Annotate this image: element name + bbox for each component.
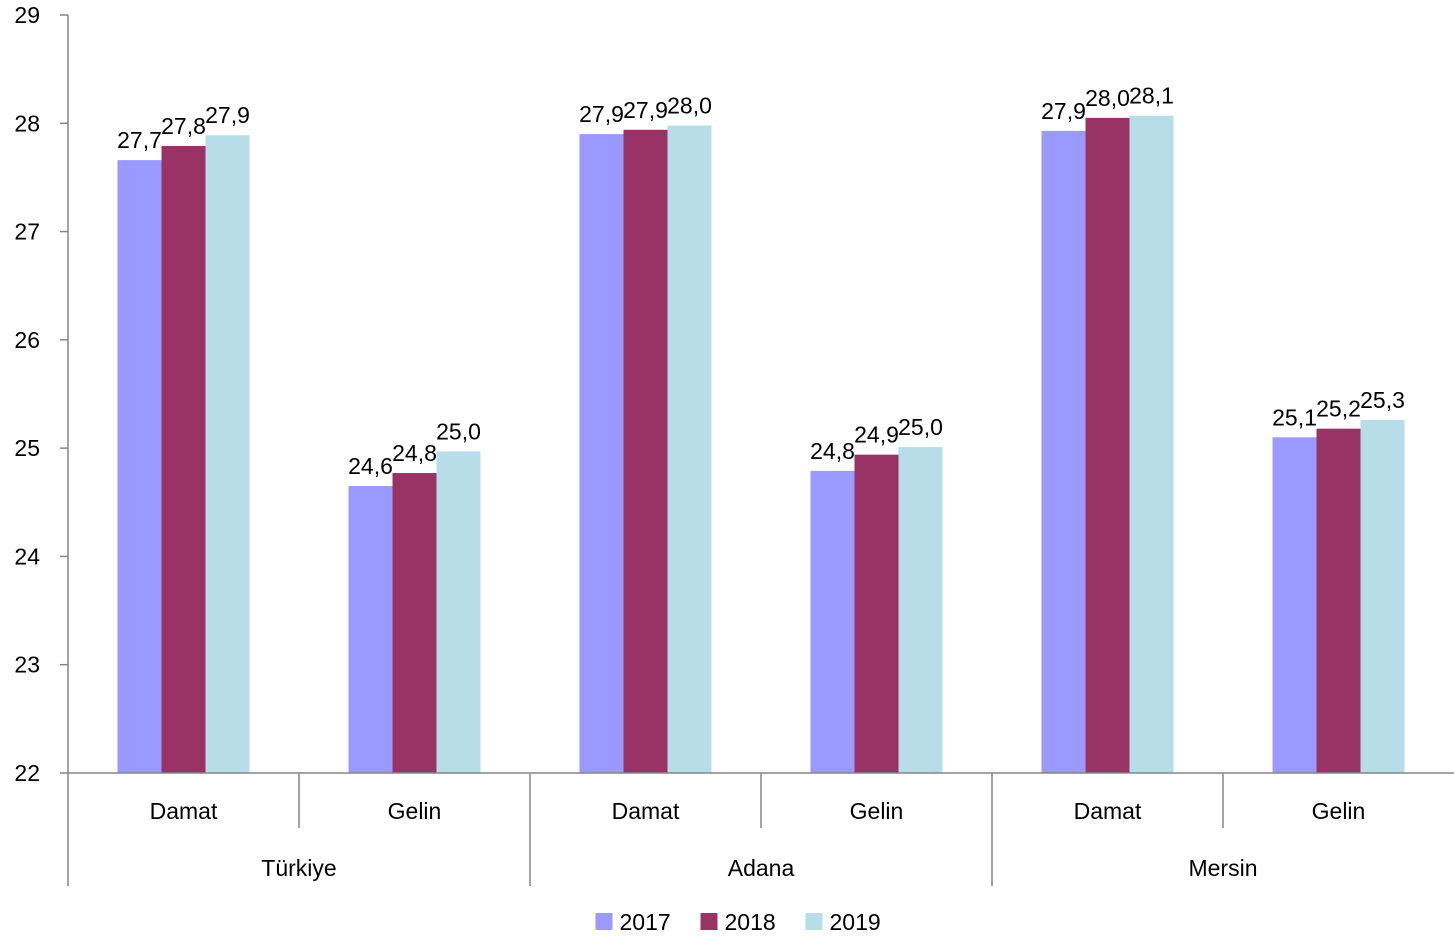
- y-tick-label: 22: [14, 760, 40, 786]
- y-tick-label: 26: [14, 327, 40, 353]
- data-label: 25,0: [898, 414, 943, 440]
- data-label: 27,9: [205, 102, 250, 128]
- y-tick-label: 29: [14, 2, 40, 28]
- y-tick-label: 24: [14, 543, 40, 569]
- x-group-label: Türkiye: [261, 855, 336, 881]
- x-group-label: Adana: [728, 855, 795, 881]
- y-tick-label: 28: [14, 110, 40, 136]
- y-axis: 22 23 24 25 26 27 28 29: [14, 2, 69, 786]
- value-labels: 27,727,8 27,924,6 24,825,027,9 27,9 28,024,8…: [117, 83, 1405, 479]
- data-label: 24,9: [854, 422, 899, 448]
- bar-2018: [161, 146, 206, 774]
- y-tick-label: 27: [14, 219, 40, 245]
- y-tick-label: 25: [14, 435, 40, 461]
- x-category-label: Damat: [1074, 798, 1142, 824]
- data-label: 27,8: [161, 113, 206, 139]
- data-label: 25,2: [1316, 396, 1361, 422]
- data-label: 28,0: [1085, 85, 1130, 111]
- legend-swatch-2018: [700, 913, 718, 930]
- legend-label-2019: 2019: [830, 909, 881, 935]
- data-label: 24,8: [810, 438, 855, 464]
- data-label: 28,1: [1129, 83, 1174, 109]
- data-label: 25,3: [1360, 387, 1405, 413]
- bar-2019: [667, 125, 712, 774]
- bar-2017: [348, 486, 393, 773]
- x-category-label: Gelin: [388, 798, 442, 824]
- bar-2019: [1360, 419, 1405, 773]
- data-label: 24,8: [392, 440, 437, 466]
- y-tick-label: 23: [14, 652, 40, 678]
- bar-2018: [392, 473, 437, 773]
- bar-2018: [623, 129, 668, 774]
- bar-2017: [117, 160, 162, 774]
- x-category-label: Gelin: [850, 798, 904, 824]
- bar-2018: [1316, 428, 1361, 773]
- legend: 2017 2018 2019: [595, 909, 881, 935]
- bar-2019: [898, 447, 943, 773]
- legend-swatch-2017: [595, 913, 613, 930]
- bar-2017: [579, 134, 624, 774]
- data-label: 27,9: [1041, 98, 1086, 124]
- bars: [117, 115, 1405, 774]
- data-label: 25,0: [436, 418, 481, 444]
- x-axis: Damat Gelin Damat Gelin Damat Gelin Türkiye Ada…: [67, 772, 1454, 886]
- data-label: 27,7: [117, 127, 162, 153]
- bar-2018: [1085, 117, 1130, 773]
- bar-2019: [436, 451, 481, 773]
- bar-2019: [205, 135, 250, 773]
- data-label: 27,9: [579, 101, 624, 127]
- x-category-label: Damat: [150, 798, 218, 824]
- legend-swatch-2019: [805, 913, 823, 930]
- data-label: 24,6: [348, 453, 393, 479]
- bar-2017: [1272, 437, 1317, 773]
- data-label: 27,9: [623, 97, 668, 123]
- bar-2017: [1041, 130, 1086, 773]
- legend-label-2018: 2018: [725, 909, 776, 935]
- x-group-label: Mersin: [1188, 855, 1257, 881]
- bar-2019: [1129, 115, 1174, 774]
- bar-2017: [810, 470, 855, 773]
- bar-2018: [854, 454, 899, 773]
- data-label: 28,0: [667, 92, 712, 118]
- data-label: 25,1: [1272, 404, 1317, 430]
- x-category-label: Gelin: [1312, 798, 1366, 824]
- x-category-label: Damat: [612, 798, 680, 824]
- legend-label-2017: 2017: [620, 909, 671, 935]
